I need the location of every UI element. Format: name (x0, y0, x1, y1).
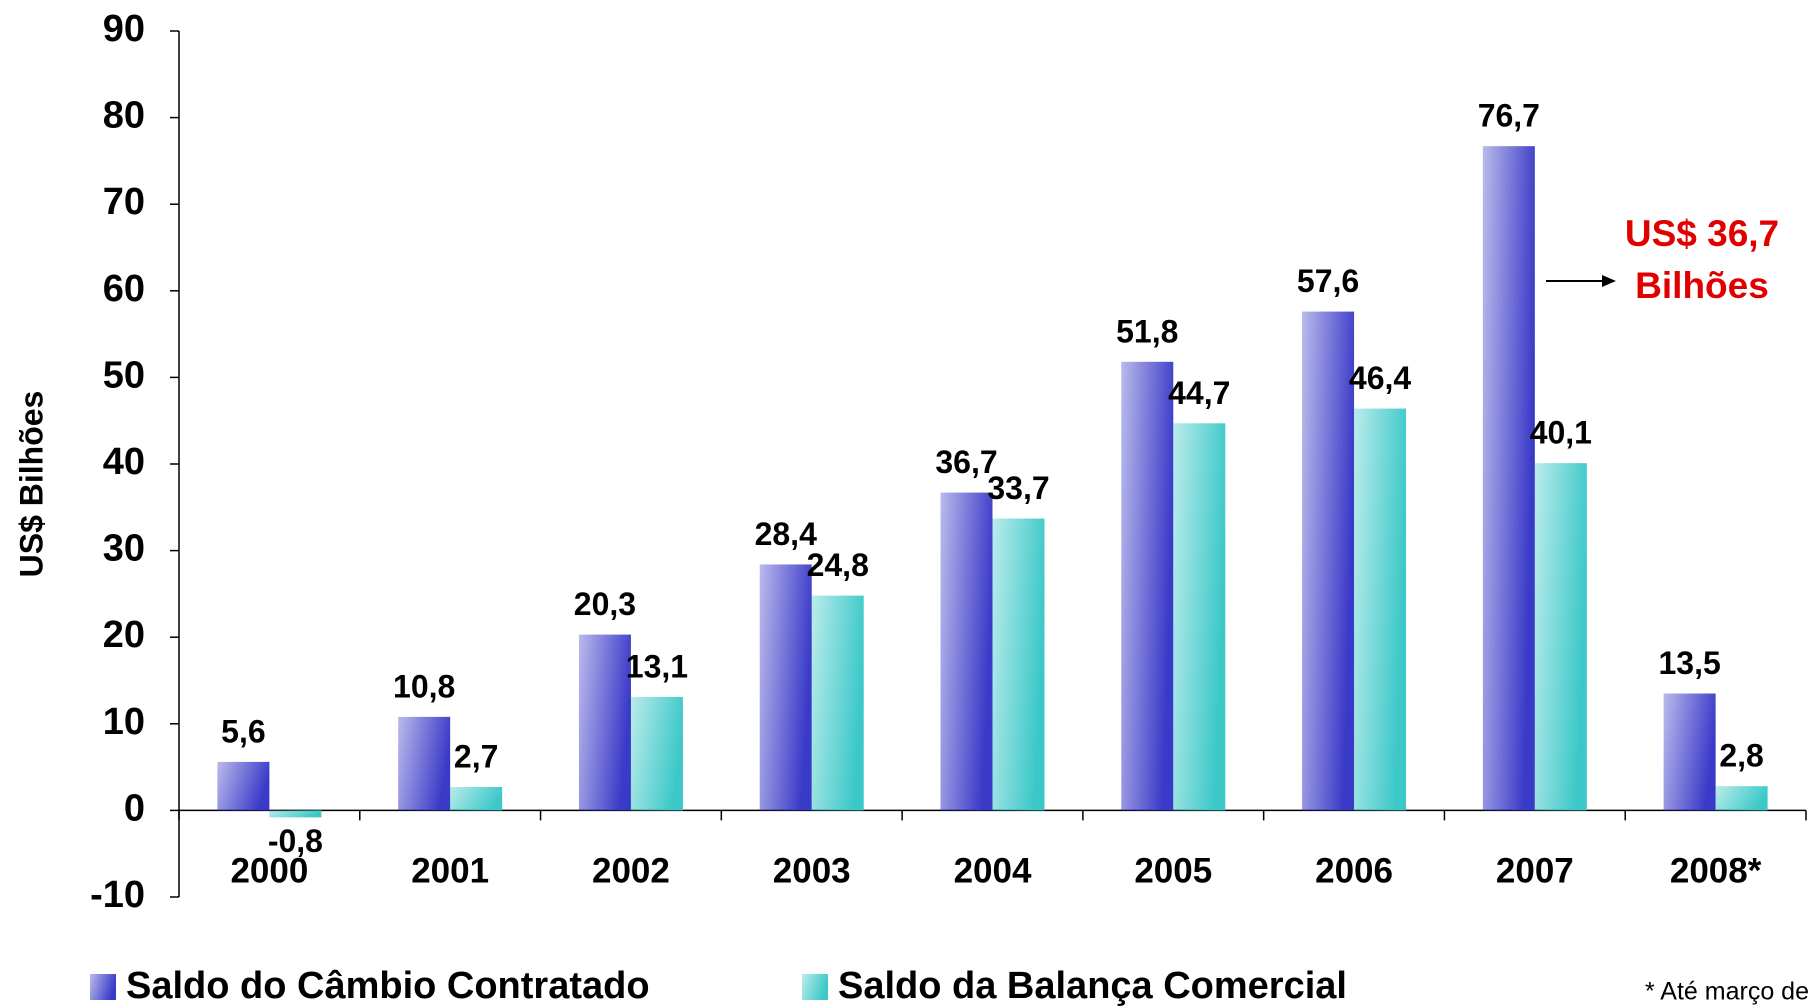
value-label: 13,5 (1658, 645, 1720, 681)
x-tick-label: 2002 (592, 851, 670, 890)
value-label: 33,7 (987, 470, 1049, 506)
x-tick-label: 2006 (1315, 851, 1393, 890)
bar (398, 716, 451, 811)
bar (1173, 423, 1226, 811)
legend-swatch (802, 974, 828, 1000)
annotation: US$ 36,7 (1625, 213, 1779, 254)
value-label: 51,8 (1116, 313, 1178, 349)
legend-label: Saldo da Balança Comercial (838, 965, 1347, 1007)
x-tick-label: 2003 (773, 851, 851, 890)
footnote: * Até março de 2008 (1645, 978, 1808, 1006)
x-tick-label: 2000 (230, 851, 308, 890)
x-tick-label: 2005 (1134, 851, 1212, 890)
value-label: 40,1 (1530, 415, 1592, 451)
value-label: 5,6 (221, 713, 265, 749)
y-tick-label: 60 (103, 268, 145, 310)
value-label: 13,1 (626, 648, 688, 684)
legend-label: Saldo do Câmbio Contratado (126, 965, 650, 1007)
bar (759, 564, 812, 811)
x-tick-label: 2001 (411, 851, 489, 890)
bar (578, 634, 631, 811)
bar (992, 518, 1045, 811)
bar (1121, 361, 1174, 811)
y-tick-label: 80 (103, 95, 145, 137)
y-tick-label: 30 (103, 528, 145, 570)
bar (450, 787, 503, 811)
y-tick-label: 50 (103, 354, 145, 396)
annotation: Bilhões (1635, 265, 1769, 306)
value-label: 76,7 (1478, 98, 1540, 134)
value-label: 57,6 (1297, 263, 1359, 299)
value-label: 28,4 (755, 516, 817, 552)
y-tick-label: 40 (103, 441, 145, 483)
value-label: -0,8 (268, 823, 323, 859)
value-label: 2,8 (1719, 738, 1763, 774)
value-label: 36,7 (935, 444, 997, 480)
value-label: 10,8 (393, 668, 455, 704)
y-tick-label: 20 (103, 614, 145, 656)
legend-swatch (90, 974, 116, 1000)
bar (1482, 146, 1535, 811)
value-label: 20,3 (574, 586, 636, 622)
y-tick-label: 10 (103, 701, 145, 743)
bar (1354, 408, 1407, 811)
y-tick-label: -10 (90, 874, 145, 916)
bar (217, 761, 270, 811)
x-tick-label: 2008* (1670, 851, 1762, 890)
bar (1302, 311, 1355, 811)
value-label: 2,7 (454, 738, 498, 774)
y-tick-label: 90 (103, 8, 145, 50)
y-tick-label: 0 (124, 787, 145, 829)
value-label: 44,7 (1168, 375, 1230, 411)
x-tick-label: 2007 (1496, 851, 1574, 890)
bar (1715, 786, 1768, 811)
bar (1534, 463, 1587, 811)
annotation-arrowhead (1602, 275, 1616, 287)
bar (269, 810, 322, 818)
value-label: 46,4 (1349, 360, 1411, 396)
value-label: 24,8 (807, 547, 869, 583)
y-tick-label: 70 (103, 181, 145, 223)
bar (1663, 693, 1716, 811)
bar (940, 492, 993, 811)
bar (811, 595, 864, 811)
y-axis-label: US$ Bilhões (13, 391, 49, 578)
bar (630, 696, 683, 811)
x-tick-label: 2004 (954, 851, 1032, 890)
